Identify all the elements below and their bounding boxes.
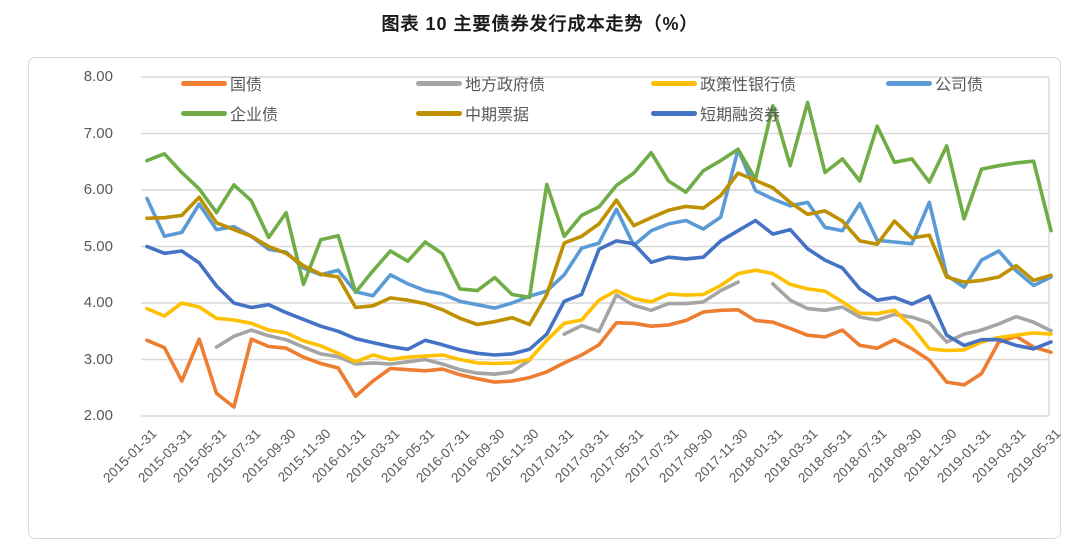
legend-label: 短期融资券 — [700, 107, 781, 124]
legend-item-短期融资券: 短期融资券 — [651, 101, 780, 125]
series-line-地方政府债 — [214, 328, 532, 377]
legend-label: 国债 — [230, 77, 263, 94]
legend-line-marker — [651, 80, 697, 86]
series-line-政策性银行债 — [145, 268, 1053, 366]
legend-line-marker — [886, 80, 932, 86]
legend-item-企业债: 企业债 — [181, 101, 278, 125]
legend-line-marker — [651, 110, 697, 116]
series-line-地方政府债 — [770, 282, 1053, 344]
series-line-企业债 — [145, 100, 1053, 300]
series-line-短期融资券 — [145, 218, 1053, 357]
legend-label: 地方政府债 — [465, 77, 546, 94]
series-line-中期票据 — [145, 171, 1053, 327]
legend-label: 企业债 — [230, 107, 279, 124]
series-line-公司债 — [145, 147, 1053, 310]
legend-line-marker — [181, 110, 227, 116]
chart-panel: 8.00 7.00 6.00 5.00 4.00 3.00 2.00 2015-01-31 2… — [28, 57, 1064, 539]
y-axis-tick-label: 8.00 — [83, 68, 113, 85]
line-chart-canvas — [141, 76, 1053, 417]
series-line-国债 — [145, 308, 1053, 409]
legend-label: 中期票据 — [465, 107, 530, 124]
legend-item-国债: 国债 — [181, 71, 262, 95]
legend-label: 政策性银行债 — [700, 77, 797, 94]
y-axis-tick-label: 4.00 — [83, 294, 113, 311]
series-line-地方政府债 — [562, 280, 740, 336]
y-axis-tick-label: 5.00 — [83, 237, 113, 255]
y-axis-tick-label: 7.00 — [83, 124, 113, 142]
chart-title: 图表 10 主要债券发行成本走势（%） — [381, 14, 699, 34]
legend-item-公司债: 公司债 — [886, 71, 983, 95]
legend-line-marker — [416, 110, 462, 116]
legend-line-marker — [416, 80, 462, 86]
legend-item-政策性银行债: 政策性银行债 — [651, 71, 796, 95]
legend-line-marker — [181, 80, 227, 86]
legend-item-地方政府债: 地方政府债 — [416, 71, 545, 95]
y-axis-tick-label: 6.00 — [83, 181, 113, 198]
y-axis-tick-label: 3.00 — [83, 350, 113, 368]
legend-label: 公司债 — [935, 77, 984, 94]
legend-item-中期票据: 中期票据 — [416, 101, 529, 125]
y-axis-tick-label: 2.00 — [83, 407, 113, 424]
